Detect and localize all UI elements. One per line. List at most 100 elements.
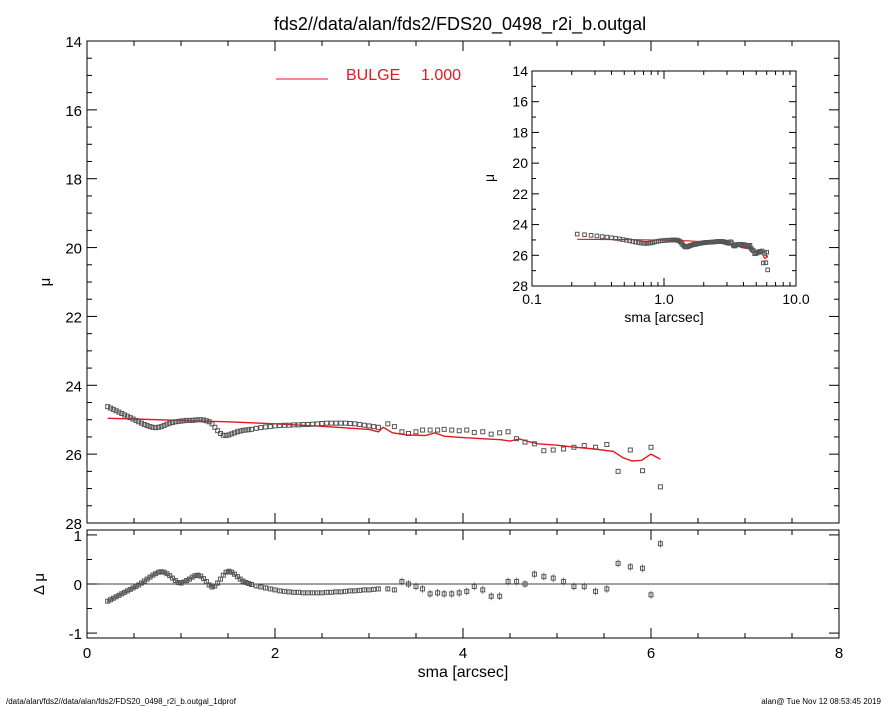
residual-points (105, 539, 663, 604)
main-data-point (226, 432, 232, 438)
residual-data-point (314, 590, 320, 596)
residual-data-point (212, 583, 218, 589)
main-data-point (561, 446, 567, 452)
main-data-point (170, 419, 176, 425)
main-x-ticks (86, 41, 840, 523)
residual-data-point (108, 597, 113, 603)
residual-data-point (291, 589, 297, 595)
residual-data-point (124, 588, 130, 594)
residual-data-point (550, 575, 556, 581)
residual-data-point (648, 592, 654, 598)
inset-x-tick-label: 1.0 (654, 291, 674, 307)
residual-data-point (427, 591, 433, 597)
residual-data-point (347, 588, 353, 594)
footer-timestamp: alan@ Tue Nov 12 08:53:45 2019 (761, 697, 881, 706)
residual-data-point (130, 585, 136, 591)
residual-data-point (201, 576, 207, 582)
residual-data-point (456, 590, 462, 596)
residual-data-point (181, 579, 187, 585)
main-data-point (243, 427, 249, 433)
inset-x-axis-label: sma [arcsec] (624, 309, 703, 325)
residual-data-point (281, 588, 287, 594)
main-data-point (571, 444, 577, 450)
main-data-point (136, 419, 142, 425)
main-data-point (155, 424, 161, 430)
residual-data-point (215, 580, 221, 586)
residual-data-point (178, 580, 184, 586)
main-y-tick-label: 18 (65, 172, 82, 189)
main-data-point (237, 428, 243, 434)
main-data-point (220, 432, 226, 438)
figure-title: fds2//data/alan/fds2/FDS20_0498_r2i_b.ou… (274, 14, 646, 35)
main-panel: 14 16 18 20 22 24 26 28 μ BULGE 1.000 (37, 34, 840, 533)
residual-data-point (223, 569, 229, 575)
residual-x-tick-label: 8 (835, 645, 843, 662)
main-data-point (116, 409, 122, 415)
inset-y-tick-label: 16 (512, 94, 528, 110)
residual-data-point (375, 586, 381, 592)
residual-data-point (116, 592, 122, 598)
residual-data-point (243, 580, 249, 586)
main-data-point (232, 430, 238, 436)
residual-data-point (441, 591, 447, 597)
residual-data-point (155, 569, 161, 575)
main-data-point (240, 427, 246, 433)
residual-data-point (405, 581, 411, 587)
residual-data-point (249, 581, 254, 587)
main-data-point (435, 427, 441, 433)
main-data-point (234, 429, 240, 435)
main-y-tick-label: 22 (65, 309, 82, 326)
residual-data-point (541, 574, 547, 580)
main-data-point (181, 418, 187, 424)
main-y-tick-label: 20 (65, 241, 82, 258)
main-data-point (281, 422, 287, 428)
inset-data-point (764, 249, 770, 255)
main-y-tick-label: 28 (65, 516, 82, 533)
main-data-point (319, 421, 325, 427)
main-data-point (657, 484, 663, 490)
main-data-point (333, 420, 339, 426)
inset-data-point (641, 241, 646, 246)
main-data-point (338, 420, 344, 426)
residual-data-point (571, 583, 577, 589)
main-data-point (413, 429, 419, 435)
main-data-point (361, 422, 367, 428)
inset-y-tick-label: 28 (512, 278, 528, 294)
residual-data-point (246, 581, 252, 587)
main-data-point (531, 441, 537, 447)
main-data-point (305, 422, 311, 428)
residual-data-point (471, 583, 477, 589)
main-data-point (420, 427, 426, 433)
inset-data-point (594, 233, 600, 239)
residual-x-tick-label: 6 (647, 645, 655, 662)
residual-data-point (277, 588, 283, 594)
main-data-point (471, 429, 477, 435)
main-data-point (110, 406, 116, 412)
residual-x-axis-label: sma [arcsec] (418, 664, 509, 681)
residual-data-point (105, 598, 111, 604)
residual-data-point (531, 571, 537, 577)
main-data-point (391, 424, 397, 430)
inset-y-tick-label: 22 (512, 186, 528, 202)
residual-data-point (366, 587, 372, 593)
residual-y-tick-label: 1 (74, 528, 82, 545)
residual-data-point (189, 574, 195, 580)
residual-data-point (413, 583, 419, 589)
residual-data-point (286, 589, 292, 595)
residual-data-point (240, 578, 246, 584)
inset-data-point (599, 234, 605, 239)
residual-data-point (305, 590, 311, 596)
main-data-point (456, 428, 462, 434)
inset-y-axis-label: μ (481, 174, 497, 182)
main-data-point (144, 423, 150, 429)
main-data-point (130, 416, 136, 422)
main-data-point (175, 418, 181, 424)
main-data-point (203, 418, 209, 424)
inset-data-point (609, 235, 614, 241)
main-y-axis-label: μ (37, 278, 54, 287)
residual-data-point (272, 587, 278, 593)
residual-data-point (153, 571, 159, 577)
inset-data-point (749, 247, 755, 253)
inset-data-point (630, 239, 636, 244)
